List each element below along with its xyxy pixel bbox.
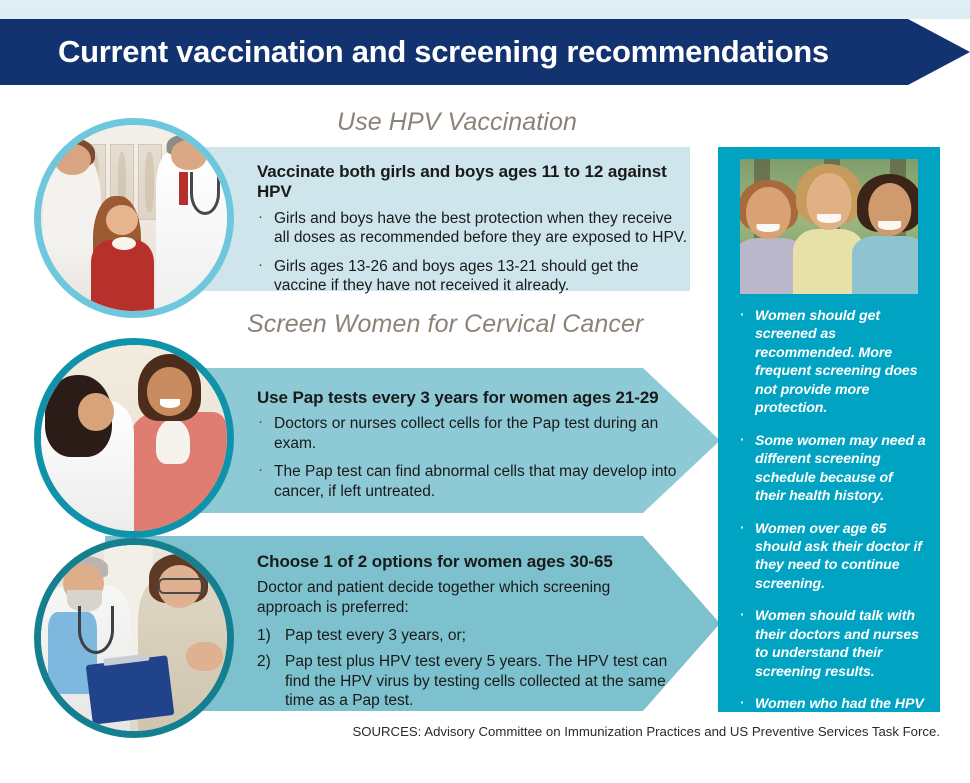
- band-heading: Use Pap tests every 3 years for women ag…: [257, 388, 659, 407]
- bullet-icon: ·: [258, 255, 263, 273]
- list-number: 1): [257, 626, 271, 644]
- band-heading: Vaccinate both girls and boys ages 11 to…: [257, 162, 667, 202]
- photo-content: [41, 125, 227, 311]
- bullet-icon: ·: [258, 413, 263, 431]
- band-subtext: Doctor and patient decide together which…: [257, 579, 611, 616]
- sidebar-bullet-list: · Women should get screened as recommend…: [740, 306, 926, 783]
- infographic-root: Current vaccination and screening recomm…: [0, 0, 970, 754]
- band-bullet-list: · Girls and boys have the best protectio…: [257, 207, 689, 296]
- list-item-text: Some women may need a different screenin…: [755, 432, 926, 505]
- list-item-text: Women over age 65 should ask their docto…: [755, 520, 922, 592]
- list-item: · The Pap test can find abnormal cells t…: [257, 461, 697, 501]
- list-item-text: The Pap test can find abnormal cells tha…: [274, 463, 677, 500]
- bullet-icon: ·: [740, 306, 745, 322]
- list-number: 2): [257, 653, 271, 671]
- band-numbered-list: 1) Pap test every 3 years, or; 2) Pap te…: [257, 626, 677, 711]
- photo-content: [41, 345, 227, 531]
- nurse-with-smiling-woman-photo: [34, 338, 234, 538]
- list-item: 2) Pap test plus HPV test every 5 years.…: [257, 652, 677, 710]
- three-smiling-women-photo: [740, 159, 918, 294]
- doctor-with-woman-clipboard-photo: [34, 538, 234, 738]
- bullet-icon: ·: [740, 430, 745, 447]
- top-accent-strip: [0, 0, 970, 19]
- bullet-icon: ·: [258, 461, 263, 479]
- list-item: · Women should talk with their doctors a…: [740, 606, 926, 681]
- sidebar-panel: · Women should get screened as recommend…: [718, 147, 940, 768]
- list-item: · Women over age 65 should ask their doc…: [740, 518, 926, 594]
- list-item: · Doctors or nurses collect cells for th…: [257, 413, 697, 453]
- band-text-block: Vaccinate both girls and boys ages 11 to…: [257, 162, 689, 304]
- mother-girl-doctor-exam-room-photo: [34, 118, 234, 318]
- list-item-text: Pap test every 3 years, or;: [285, 626, 466, 644]
- page-title: Current vaccination and screening recomm…: [58, 34, 829, 69]
- band-bullet-list: · Doctors or nurses collect cells for th…: [257, 413, 697, 501]
- bullet-icon: ·: [258, 207, 263, 225]
- list-item-text: Girls ages 13-26 and boys ages 13-21 sho…: [274, 257, 639, 294]
- sources-note: SOURCES: Advisory Committee on Immunizat…: [352, 724, 940, 739]
- band-heading: Choose 1 of 2 options for women ages 30-…: [257, 552, 613, 571]
- list-item-text: Women should get screened as recommended…: [755, 308, 918, 417]
- list-item: · Some women may need a different screen…: [740, 430, 926, 506]
- list-item-text: Girls and boys have the best protection …: [274, 209, 688, 247]
- header-banner: Current vaccination and screening recomm…: [0, 19, 970, 85]
- bullet-icon: ·: [740, 606, 745, 623]
- list-item-text: Pap test plus HPV test every 5 years. Th…: [285, 653, 668, 709]
- list-item: · Women should get screened as recommend…: [740, 306, 926, 418]
- list-item-text: Women should talk with their doctors and…: [755, 608, 919, 680]
- list-item: · Girls ages 13-26 and boys ages 13-21 s…: [257, 255, 689, 296]
- bullet-icon: ·: [740, 694, 745, 711]
- section-title-vaccination: Use HPV Vaccination: [337, 108, 577, 136]
- list-item-text: Doctors or nurses collect cells for the …: [274, 415, 659, 452]
- section-title-screening: Screen Women for Cervical Cancer: [247, 310, 644, 338]
- bullet-icon: ·: [740, 518, 745, 535]
- band-text-block: Choose 1 of 2 options for women ages 30-…: [257, 552, 677, 711]
- list-item: 1) Pap test every 3 years, or;: [257, 626, 677, 645]
- list-item: · Girls and boys have the best protectio…: [257, 207, 689, 248]
- photo-content: [41, 545, 227, 731]
- band-text-block: Use Pap tests every 3 years for women ag…: [257, 388, 697, 510]
